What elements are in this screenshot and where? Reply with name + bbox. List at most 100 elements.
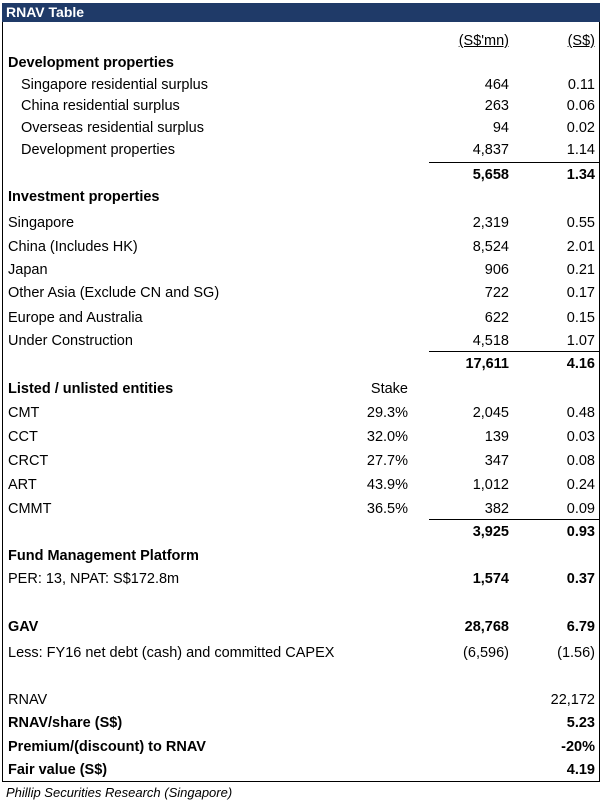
row-per-share: (1.56) [557,645,595,661]
row-value: 347 [484,453,509,469]
row-value: 8,524 [472,239,509,255]
development-heading: Development properties [8,55,174,71]
row-per-share: 0.09 [566,501,595,517]
column-header-value: (S$'mn) [458,33,509,49]
row-label: PER: 13, NPAT: S$172.8m [8,571,180,587]
row-value: 28,768 [464,619,509,635]
row-label: Overseas residential surplus [21,120,204,136]
row-value: 1,012 [472,477,509,493]
table-row: China residential surplus 263 0.06 [3,95,599,117]
row-stake: 32.0% [366,429,408,445]
section-heading: Fund Management Platform [3,545,599,567]
row-value: 622 [484,310,509,326]
table-title: RNAV Table [2,3,600,22]
row-stake: 43.9% [366,477,408,493]
row-value: 4,837 [472,142,509,158]
table-row: CRCT 27.7% 347 0.08 [3,450,599,472]
subtotal-per-share: 0.93 [566,524,595,540]
row-per-share: 5.23 [566,715,595,731]
row-per-share: 0.21 [566,262,595,278]
row-per-share: 22,172 [550,692,595,708]
rnav-table: (S$'mn) (S$) Development properties Sing… [2,22,600,782]
row-label: Other Asia (Exclude CN and SG) [8,285,220,301]
subtotal-rule [429,519,599,520]
row-value: (6,596) [463,645,509,661]
row-stake: 36.5% [366,501,408,517]
row-label: Premium/(discount) to RNAV [8,739,206,755]
table-row: Singapore residential surplus 464 0.11 [3,74,599,96]
row-per-share: 4.19 [566,762,595,778]
row-value: 94 [492,120,509,136]
subtotal-value: 5,658 [472,167,509,183]
row-per-share: 2.01 [566,239,595,255]
section-heading: Investment properties [3,186,599,208]
row-value: 906 [484,262,509,278]
row-per-share: 1.14 [566,142,595,158]
row-per-share: 0.17 [566,285,595,301]
table-row: CMT 29.3% 2,045 0.48 [3,402,599,424]
section-heading: Listed / unlisted entities [3,378,599,400]
row-per-share: 0.06 [566,98,595,114]
subtotal-row: 3,925 0.93 [3,521,599,543]
subtotal-row: 5,658 1.34 [3,164,599,186]
premium-row: Premium/(discount) to RNAV -20% [3,736,599,758]
subtotal-value: 17,611 [465,356,509,372]
row-label: Less: FY16 net debt (cash) and committed… [8,645,335,661]
table-row: Overseas residential surplus 94 0.02 [3,117,599,139]
row-per-share: 0.55 [566,215,595,231]
rnav-share-row: RNAV/share (S$) 5.23 [3,712,599,734]
row-label: China (Includes HK) [8,239,138,255]
row-value: 2,045 [472,405,509,421]
subtotal-row: 17,611 4.16 [3,353,599,375]
table-row: Other Asia (Exclude CN and SG) 722 0.17 [3,282,599,304]
source-footer: Phillip Securities Research (Singapore) [6,785,233,800]
row-per-share: 0.03 [566,429,595,445]
column-header-per-share: (S$) [567,33,595,49]
row-per-share: 0.08 [566,453,595,469]
row-stake: 29.3% [366,405,408,421]
row-label: CMMT [8,501,52,517]
row-label: Japan [8,262,48,278]
row-value: 382 [484,501,509,517]
row-label: CMT [8,405,40,421]
row-label: Development properties [21,142,175,158]
row-label: GAV [8,619,39,635]
row-value: 1,574 [472,571,509,587]
stake-header-row: Stake [3,378,599,400]
table-row: Japan 906 0.21 [3,259,599,281]
row-per-share: 0.11 [567,77,595,93]
row-per-share: 0.02 [566,120,595,136]
table-row: Less: FY16 net debt (cash) and committed… [3,642,599,664]
table-row: Europe and Australia 622 0.15 [3,307,599,329]
row-label: CCT [8,429,38,445]
row-label: Europe and Australia [8,310,143,326]
row-label: Fair value (S$) [8,762,108,778]
subtotal-per-share: 1.34 [566,167,595,183]
table-row: Singapore 2,319 0.55 [3,212,599,234]
row-value: 464 [484,77,509,93]
table-row: Development properties 4,837 1.14 [3,139,599,161]
stake-header: Stake [370,381,408,397]
table-row: PER: 13, NPAT: S$172.8m 1,574 0.37 [3,568,599,590]
row-value: 2,319 [472,215,509,231]
table-row: China (Includes HK) 8,524 2.01 [3,236,599,258]
rnav-row: RNAV 22,172 [3,689,599,711]
row-label: CRCT [8,453,49,469]
row-stake: 27.7% [366,453,408,469]
row-value: 263 [484,98,509,114]
fair-value-row: Fair value (S$) 4.19 [3,759,599,781]
row-per-share: 6.79 [566,619,595,635]
row-per-share: 0.37 [566,571,595,587]
table-row: CMMT 36.5% 382 0.09 [3,498,599,520]
listed-heading: Listed / unlisted entities [8,381,174,397]
row-label: RNAV/share (S$) [8,715,123,731]
row-per-share: -20% [561,739,595,755]
section-heading: Development properties [3,52,599,74]
row-label: China residential surplus [21,98,180,114]
row-label: RNAV [8,692,48,708]
subtotal-rule [429,162,599,163]
row-label: Under Construction [8,333,133,349]
fund-heading: Fund Management Platform [8,548,199,564]
subtotal-rule [429,351,599,352]
table-row: Under Construction 4,518 1.07 [3,330,599,352]
